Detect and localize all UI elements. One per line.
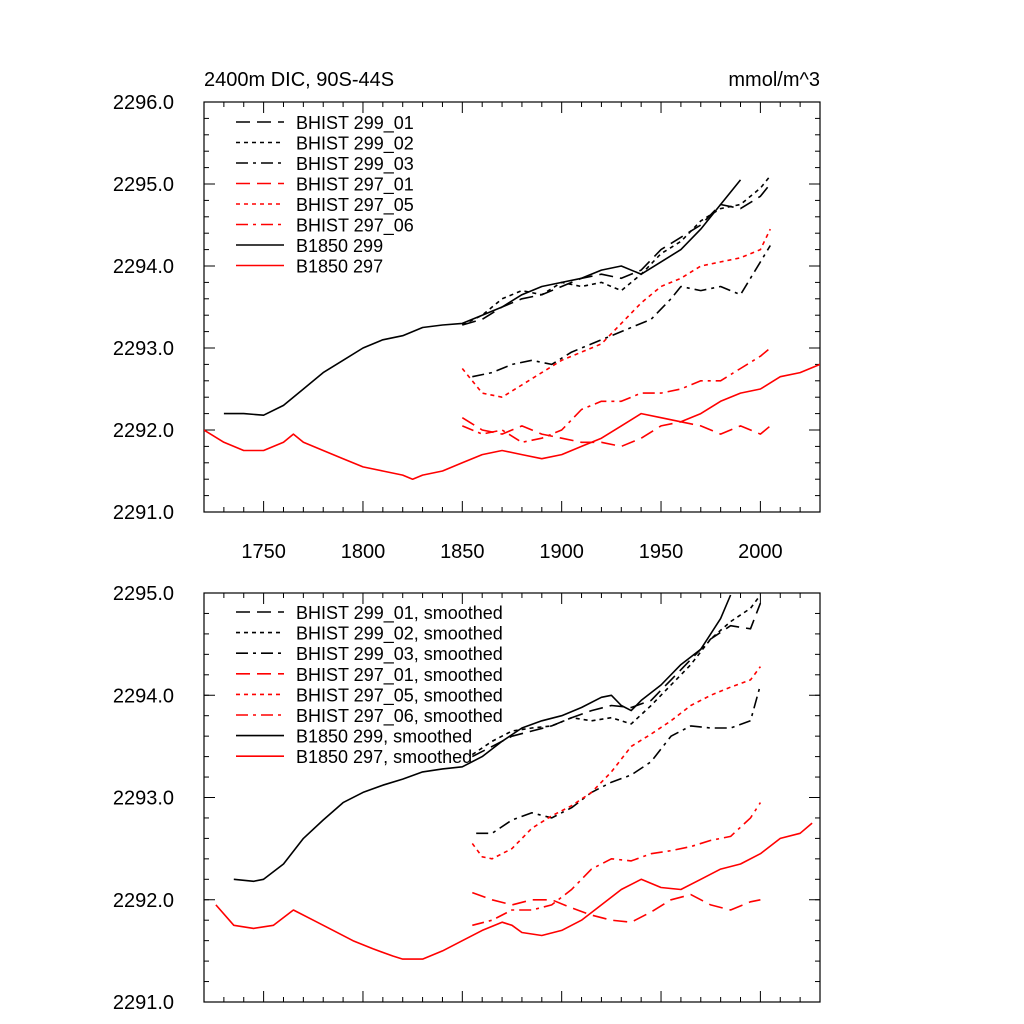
x-tick-label: 1750 [241,541,286,563]
legend-label: B1850 297, smoothed [296,747,472,767]
series-line [476,684,762,835]
y-tick-label: 2292.0 [113,890,174,912]
legend-label: B1850 299, smoothed [296,727,472,747]
x-tick-label: 1800 [341,541,386,563]
series-line [223,179,742,417]
series-group [204,175,820,481]
series-line [471,594,762,756]
legend-label: BHIST 299_03 [296,154,414,175]
y-tick-label: 2291.0 [113,992,174,1014]
legend-label: BHIST 297_06, smoothed [296,706,503,727]
y-tick-label: 2295.0 [113,583,174,605]
plot-frame [203,101,821,513]
series-line [204,363,820,481]
series-line [471,666,762,860]
legend-label: BHIST 299_01 [296,113,414,134]
legend-label: BHIST 297_05, smoothed [296,685,503,706]
legend-label: BHIST 299_02, smoothed [296,624,503,645]
y-tick-label: 2292.0 [113,420,174,442]
series-group [215,594,813,960]
legend-label: BHIST 297_01 [296,175,414,196]
series-line [461,347,771,444]
series-line [472,891,761,924]
series-line [461,417,771,448]
x-tick-label: 1950 [639,541,684,563]
units-label: mmol/m^3 [728,69,820,91]
y-tick-label: 2295.0 [113,174,174,196]
y-tick-label: 2293.0 [113,788,174,810]
legend-label: BHIST 297_06 [296,216,414,237]
bottom-panel: 2291.0 2292.0 2293.0 2294.0 2295.0 BHIST 299_… [113,583,821,1014]
series-line [472,245,771,378]
legend-label: BHIST 297_01, smoothed [296,665,503,686]
series-line [472,802,762,927]
x-tick-label: 2000 [738,541,783,563]
legend-label: BHIST 299_03, smoothed [296,644,503,665]
y-tick-label: 2296.0 [113,92,174,114]
y-tick-label: 2293.0 [113,338,174,360]
x-tick-label: 1850 [440,541,485,563]
legend-label: BHIST 299_02 [296,134,414,155]
series-line [461,228,772,399]
y-tick-label: 2291.0 [113,502,174,524]
series-line [462,183,771,326]
series-line [233,594,732,883]
series-line [215,822,813,960]
chart-title: 2400m DIC, 90S-44S [204,69,394,91]
x-tick-label: 1900 [539,541,584,563]
top-panel: 2400m DIC, 90S-44S mmol/m^3 1750 1800 1850… [113,69,821,563]
legend-label: B1850 299 [296,236,383,256]
legend-label: BHIST 299_01, smoothed [296,603,503,624]
y-tick-label: 2294.0 [113,256,174,278]
y-tick-label: 2294.0 [113,685,174,707]
legend-label: BHIST 297_05 [296,195,414,216]
series-line [471,602,762,758]
legend-label: B1850 297 [296,257,383,277]
